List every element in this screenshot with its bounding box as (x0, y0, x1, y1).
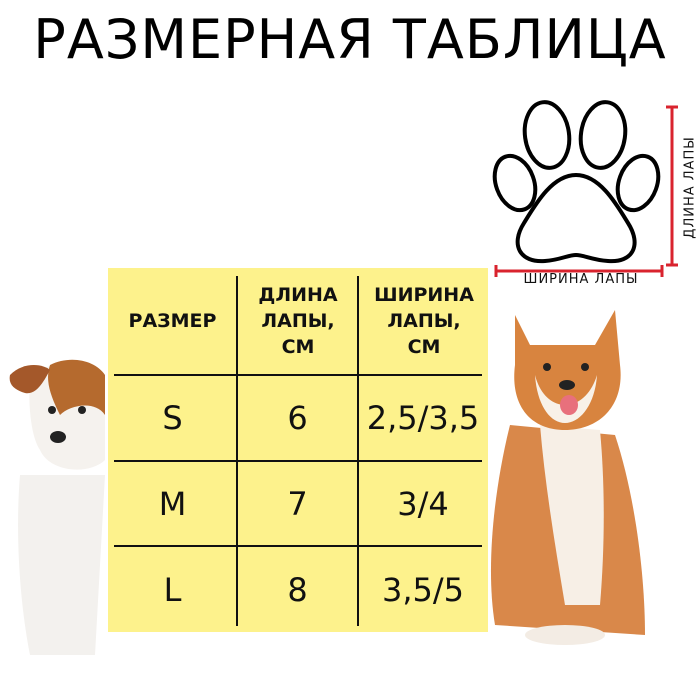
shiba-inu-dog-image (490, 310, 645, 645)
table-cell-length: 6 (287, 399, 308, 437)
column-divider (357, 276, 359, 626)
paw-width-label: ШИРИНА ЛАПЫ (523, 272, 639, 287)
header-size: РАЗМЕР (128, 310, 217, 332)
table-cell-width: 3/4 (397, 484, 449, 523)
row-divider (114, 460, 482, 462)
table-cell-width: 3,5/5 (381, 570, 465, 609)
length-measure-line (666, 105, 678, 267)
header-paw-width: ШИРИНА ЛАПЫ, СМ (374, 284, 474, 358)
terrier-dog-image (9, 359, 105, 655)
size-table: РАЗМЕР ДЛИНА ЛАПЫ, СМ ШИРИНА ЛАПЫ, СМ S 6 2,… (108, 268, 488, 632)
table-cell-size: S (162, 399, 183, 437)
table-cell-length: 7 (287, 484, 308, 523)
table-cell-width: 2,5/3,5 (366, 399, 480, 437)
table-cell-length: 8 (287, 570, 308, 609)
table-cell-size: L (163, 570, 182, 609)
page-title: РАЗМЕРНАЯ ТАБЛИЦА (33, 8, 667, 71)
column-divider (236, 276, 238, 626)
table-cell-size: M (158, 484, 187, 523)
row-divider (114, 374, 482, 376)
paw-outline-icon (492, 100, 664, 277)
paw-length-label: ДЛИНА ЛАПЫ (682, 136, 698, 239)
row-divider (114, 545, 482, 547)
header-paw-length: ДЛИНА ЛАПЫ, СМ (258, 284, 338, 358)
